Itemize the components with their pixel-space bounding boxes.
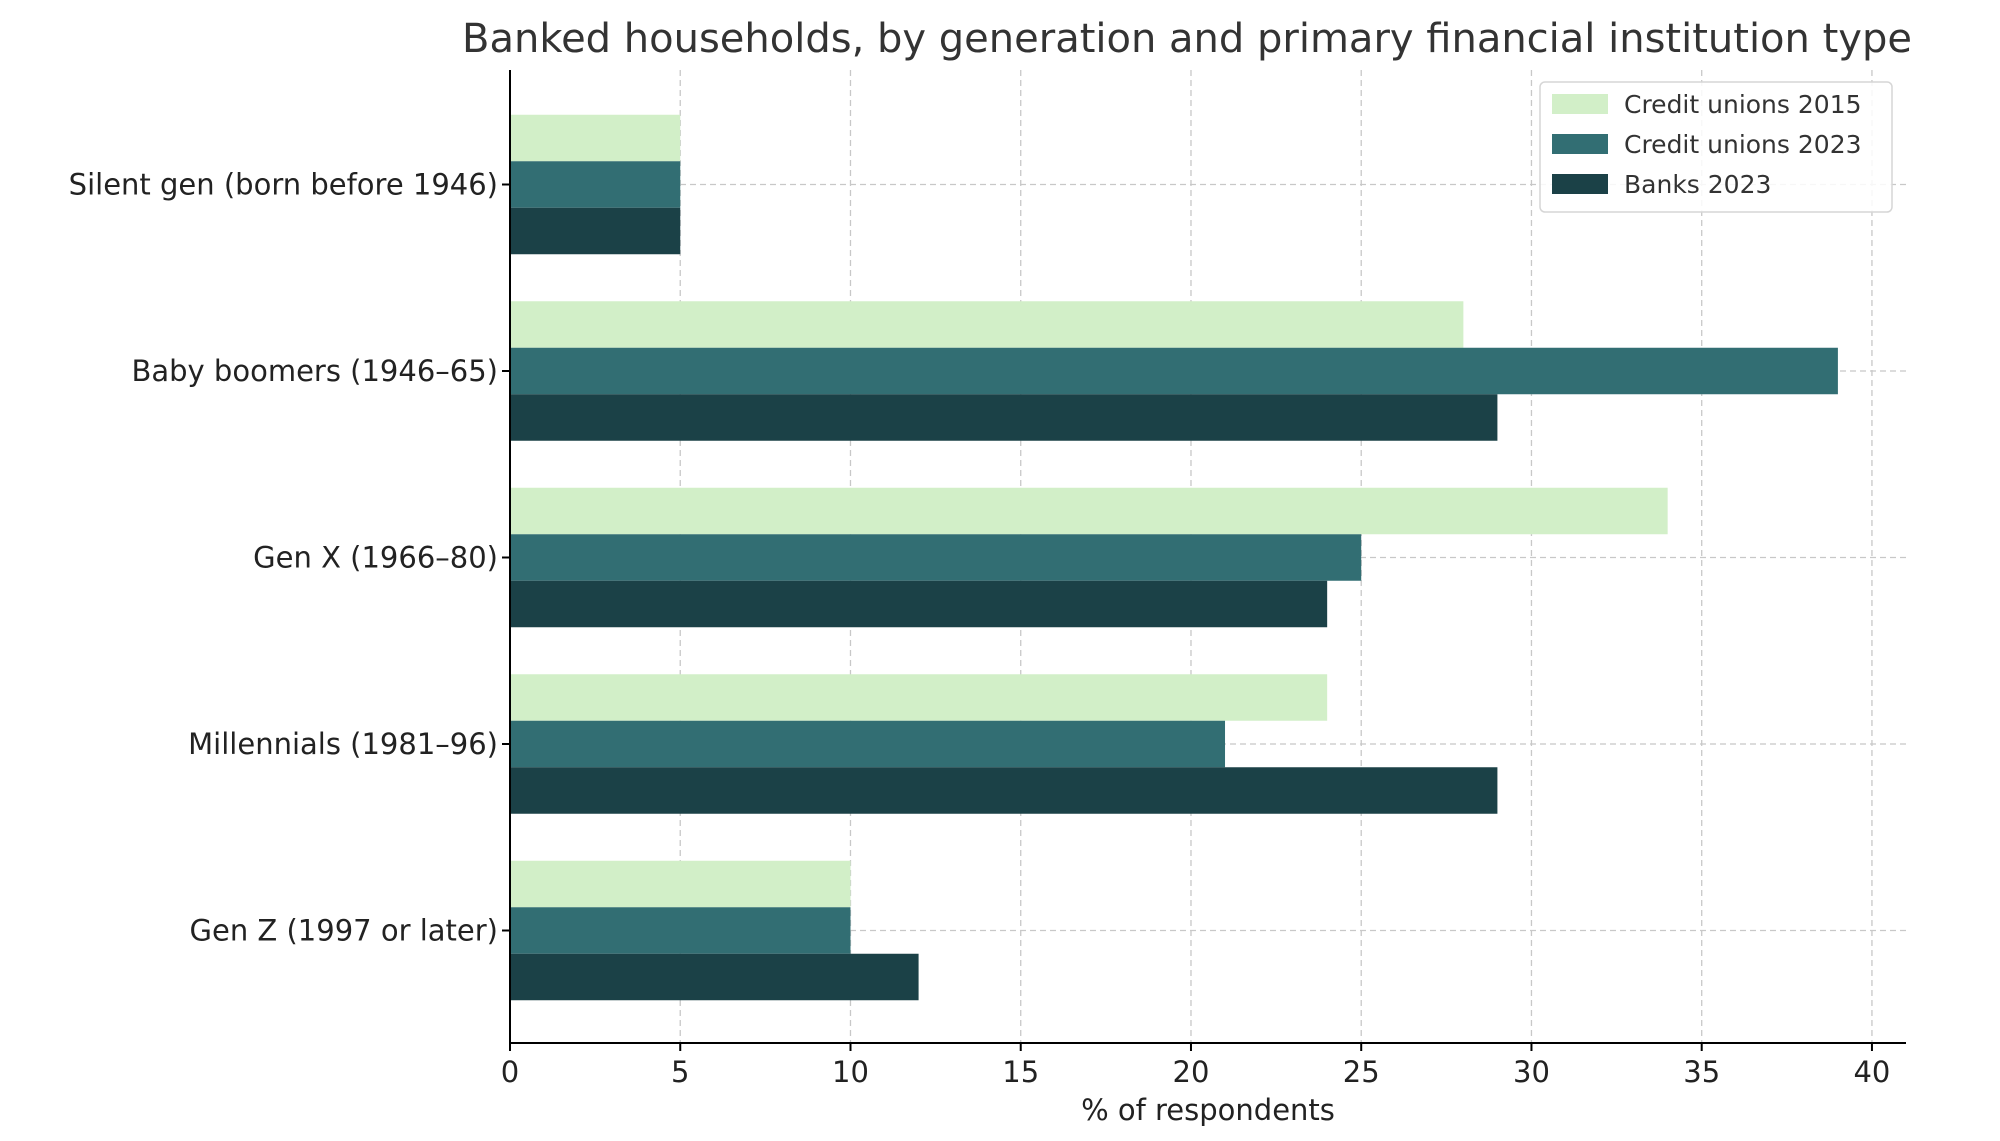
bar-credit-unions-2015: [510, 860, 851, 908]
chart-title: Banked households, by generation and pri…: [462, 16, 1912, 62]
x-tick-label: 0: [501, 1055, 519, 1089]
legend-swatch: [1552, 94, 1608, 114]
x-tick-label: 15: [1002, 1055, 1039, 1089]
bar-credit-unions-2015: [510, 674, 1328, 721]
x-tick-label: 20: [1173, 1055, 1210, 1089]
bar-credit-unions-2015: [510, 301, 1464, 348]
bars-layer: [510, 114, 1838, 1001]
bar-credit-unions-2023: [510, 347, 1838, 395]
category-label: Gen Z (1997 or later): [190, 914, 499, 948]
bar-credit-unions-2023: [510, 161, 681, 208]
ticks-layer: 0 5 10 15 20 25 30 35 40 Silent gen (born before …: [69, 168, 1891, 1090]
bar-banks-2023: [510, 767, 1498, 814]
bar-credit-unions-2015: [510, 114, 681, 162]
legend-label: Credit unions 2015: [1624, 90, 1862, 119]
bar-banks-2023: [510, 394, 1498, 441]
x-axis-label: % of respondents: [1081, 1093, 1335, 1127]
category-label: Silent gen (born before 1946): [69, 168, 498, 202]
legend: Credit unions 2015 Credit unions 2023 Bank…: [1539, 81, 1893, 213]
bar-credit-unions-2015: [510, 487, 1668, 535]
x-tick-label: 10: [832, 1055, 869, 1089]
legend-swatch: [1552, 174, 1608, 194]
bar-credit-unions-2023: [510, 907, 851, 954]
category-label: Millennials (1981–96): [188, 727, 498, 761]
legend-label: Banks 2023: [1624, 170, 1771, 199]
x-tick-label: 25: [1343, 1055, 1380, 1089]
bar-credit-unions-2023: [510, 720, 1226, 768]
legend-swatch: [1552, 134, 1608, 154]
category-label: Gen X (1966–80): [253, 541, 498, 575]
category-label: Baby boomers (1946–65): [131, 354, 498, 388]
bar-credit-unions-2023: [510, 534, 1362, 581]
legend-frame: [1539, 81, 1893, 213]
bar-banks-2023: [510, 207, 681, 255]
x-tick-label: 35: [1683, 1055, 1720, 1089]
bar-banks-2023: [510, 953, 919, 1001]
x-tick-label: 5: [671, 1055, 689, 1089]
legend-label: Credit unions 2023: [1624, 130, 1862, 159]
bar-banks-2023: [510, 580, 1328, 628]
x-tick-label: 30: [1513, 1055, 1550, 1089]
x-tick-label: 40: [1853, 1055, 1890, 1089]
